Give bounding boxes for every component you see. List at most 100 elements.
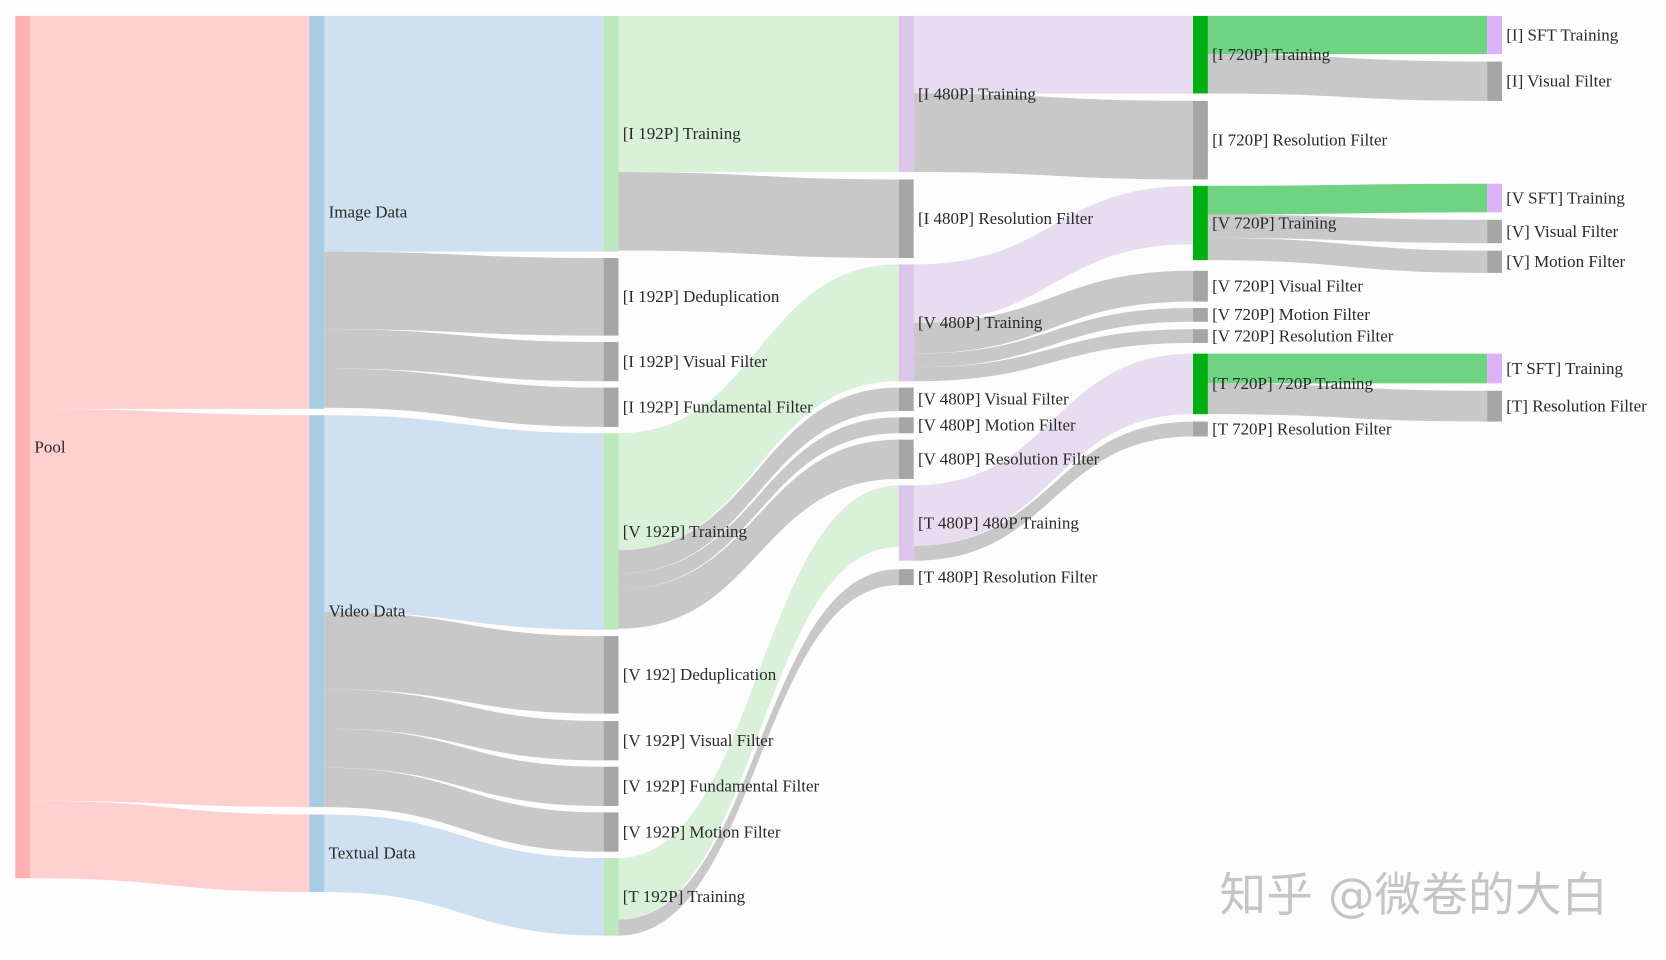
node-label: [V 192] Deduplication: [623, 665, 777, 684]
node-label: [T 480P] Resolution Filter: [918, 567, 1098, 586]
link-v-480p-training-to-v-720p-training: [913, 185, 1193, 323]
node-v-720p-visual-filter: [1193, 270, 1208, 302]
link-i-192p-training-to-i-480p-training: [618, 15, 899, 173]
node-i-192p-fundamental-filter: [603, 387, 619, 427]
node-t-sft-training: [1487, 353, 1503, 384]
node-label: [T SFT] Training: [1506, 359, 1623, 378]
node-label: [V 192P] Motion Filter: [623, 822, 781, 841]
node-label: [I] SFT Training: [1506, 25, 1619, 44]
links-layer: [30, 15, 1488, 936]
nodes-layer: [15, 15, 1503, 936]
node-image-data: [309, 15, 325, 409]
link-i-480p-training-to-i-720p-training: [913, 15, 1193, 94]
node-label: [V 720P] Motion Filter: [1212, 305, 1370, 324]
link-v-480p-training-to-v-720p-visual-filter: [913, 270, 1193, 354]
node-label: [T 720P] Resolution Filter: [1212, 419, 1392, 438]
node-label: Textual Data: [329, 844, 416, 863]
node-v-480p-motion-filter: [898, 417, 914, 434]
node-i-480p-training: [898, 15, 914, 173]
node-label: [V 720P] Visual Filter: [1212, 277, 1363, 296]
node-t-480p-480p-training: [898, 485, 914, 561]
node-v-192p-training: [603, 433, 619, 630]
node-v-192p-fundamental-filter: [603, 766, 619, 807]
link-v-192p-training-to-v-480p-resolution-filter: [618, 439, 899, 629]
node-t-720p-resolution-filter: [1193, 421, 1208, 437]
node-i-720p-resolution-filter: [1193, 100, 1208, 180]
node-label: [V 480P] Resolution Filter: [918, 450, 1100, 469]
node-label: [V 720P] Resolution Filter: [1212, 326, 1394, 345]
node-v-motion-filter: [1487, 250, 1503, 273]
link-v-480p-training-to-v-720p-motion-filter: [913, 307, 1193, 368]
link-t-720p-720p-training-to-t-sft-training: [1207, 353, 1488, 384]
link-pool-to-image-data: [30, 15, 310, 409]
link-v-720p-training-to-v-visual-filter: [1207, 214, 1488, 244]
node-i-192p-training: [603, 15, 619, 252]
link-v-720p-training-to-v-motion-filter: [1207, 237, 1488, 273]
node-label: [V] Visual Filter: [1506, 222, 1618, 241]
node-label: [V 480P] Visual Filter: [918, 390, 1069, 409]
link-i-720p-training-to-i-visual-filter: [1207, 54, 1488, 101]
link-t-192p-training-to-t-480p-480p-training: [618, 485, 899, 920]
node-textual-data: [309, 814, 325, 893]
link-t-480p-480p-training-to-t-720p-resolution-filter: [913, 421, 1193, 561]
node-i-visual-filter: [1487, 61, 1503, 101]
node-label: [I 480P] Training: [918, 84, 1036, 103]
node-t-resolution-filter: [1487, 390, 1503, 422]
link-v-192p-training-to-v-480p-training: [618, 264, 899, 551]
node-label: [V 480P] Training: [918, 313, 1043, 332]
link-i-192p-training-to-i-480p-resolution-filter: [618, 172, 899, 259]
node-label: [T] Resolution Filter: [1506, 397, 1647, 416]
node-label: [T 720P] 720P Training: [1212, 374, 1373, 393]
link-t-192p-training-to-t-480p-resolution-filter: [618, 569, 899, 936]
node-v-visual-filter: [1487, 219, 1503, 244]
link-video-data-to-v-192p-visual-filter: [324, 689, 604, 761]
node-video-data: [309, 415, 325, 808]
node-v-192-deduplication: [603, 636, 619, 714]
node-i-192p-deduplication: [603, 258, 619, 336]
node-v-480p-resolution-filter: [898, 439, 914, 479]
node-label: [I 720P] Training: [1212, 45, 1330, 64]
node-i-192p-visual-filter: [603, 341, 619, 382]
link-video-data-to-v-192p-fundamental-filter: [324, 728, 604, 807]
node-label: Video Data: [329, 601, 406, 620]
node-t-480p-resolution-filter: [898, 569, 914, 586]
node-v-480p-training: [898, 264, 914, 382]
node-label: [I 192P] Deduplication: [623, 287, 780, 306]
node-label: [I 480P] Resolution Filter: [918, 209, 1093, 228]
node-label: Pool: [34, 437, 65, 456]
link-v-720p-training-to-v-sft-training: [1207, 183, 1488, 215]
node-v-192p-visual-filter: [603, 721, 619, 761]
node-label: [V SFT] Training: [1506, 188, 1625, 207]
link-image-data-to-i-192p-training: [324, 15, 604, 252]
labels-layer: Pool Image Data Video Data Textual Data [I 1…: [34, 25, 1647, 906]
node-i-480p-resolution-filter: [898, 179, 914, 259]
node-t-720p-720p-training: [1193, 353, 1208, 415]
node-label: [I 192P] Training: [623, 124, 741, 143]
link-video-data-to-v-192p-motion-filter: [324, 767, 604, 852]
node-v-720p-resolution-filter: [1193, 329, 1208, 344]
node-label: [T 192P] Training: [623, 887, 746, 906]
node-label: [V 192P] Training: [623, 522, 748, 541]
node-v-sft-training: [1487, 183, 1503, 213]
node-label: Image Data: [329, 203, 408, 222]
link-pool-to-textual-data: [30, 800, 310, 893]
node-v-480p-visual-filter: [898, 387, 914, 411]
node-label: [I] Visual Filter: [1506, 72, 1612, 91]
node-label: [I 192P] Fundamental Filter: [623, 398, 813, 417]
link-t-720p-720p-training-to-t-resolution-filter: [1207, 383, 1488, 422]
node-v-192p-motion-filter: [603, 812, 619, 852]
node-label: [I 192P] Visual Filter: [623, 352, 768, 371]
node-i-sft-training: [1487, 15, 1503, 55]
node-label: [V 480P] Motion Filter: [918, 416, 1076, 435]
link-video-data-to-v-192p-training: [324, 415, 604, 630]
link-image-data-to-i-192p-fundamental-filter: [324, 368, 604, 427]
node-label: [T 480P] 480P Training: [918, 513, 1079, 532]
node-label: [V 192P] Fundamental Filter: [623, 777, 820, 796]
link-v-192p-training-to-v-480p-motion-filter: [618, 417, 899, 590]
link-i-720p-training-to-i-sft-training: [1207, 15, 1488, 55]
node-label: [I 720P] Resolution Filter: [1212, 130, 1387, 149]
link-video-data-to-v-192-deduplication: [324, 611, 604, 714]
link-v-192p-training-to-v-480p-visual-filter: [618, 387, 899, 574]
node-v-720p-training: [1193, 185, 1208, 261]
